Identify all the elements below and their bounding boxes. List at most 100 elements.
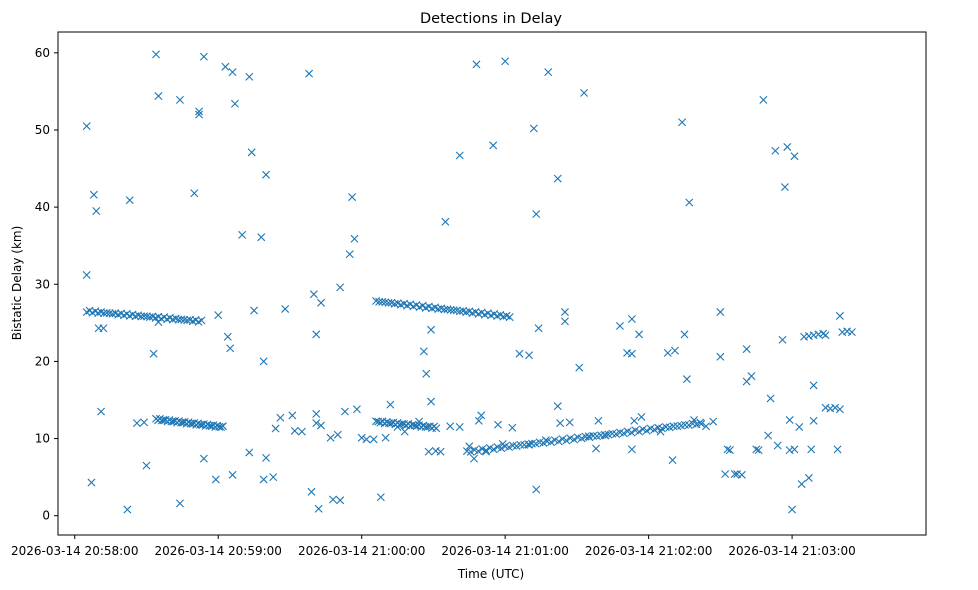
- detection-point: [472, 60, 481, 69]
- detection-point: [307, 487, 316, 496]
- y-tick-label: 0: [42, 509, 50, 523]
- detection-point: [835, 405, 844, 414]
- detection-point: [214, 311, 223, 320]
- x-tick-label: 2026-03-14 21:01:00: [441, 544, 568, 558]
- detection-point: [747, 372, 756, 381]
- detection-point: [544, 68, 553, 77]
- x-tick-label: 2026-03-14 21:00:00: [298, 544, 425, 558]
- detection-point: [199, 52, 208, 61]
- detection-point: [556, 419, 565, 428]
- detection-point: [427, 325, 436, 334]
- detection-point: [436, 447, 445, 456]
- x-tick-label: 2026-03-14 21:03:00: [728, 544, 855, 558]
- detection-point: [489, 141, 498, 150]
- detection-point: [690, 416, 699, 425]
- detection-point: [570, 435, 579, 444]
- detection-point: [737, 470, 746, 479]
- detection-point: [297, 427, 306, 436]
- detection-point: [245, 448, 254, 457]
- x-tick-label: 2026-03-14 20:59:00: [154, 544, 281, 558]
- detection-point: [697, 419, 706, 428]
- detection-point: [197, 316, 206, 325]
- detection-point: [419, 347, 428, 356]
- detection-point: [754, 446, 763, 455]
- detection-point: [725, 446, 734, 455]
- detection-point: [247, 148, 256, 157]
- detection-point: [532, 485, 541, 494]
- x-axis: 2026-03-14 20:58:00 2026-03-14 20:59:00 20…: [11, 535, 856, 558]
- detection-point: [482, 446, 491, 455]
- detection-point: [529, 124, 538, 133]
- detection-point: [498, 439, 507, 448]
- detection-point: [105, 309, 114, 318]
- y-tick-label: 30: [35, 277, 50, 291]
- detection-point: [317, 298, 326, 307]
- detection-point: [340, 407, 349, 416]
- detection-point: [682, 375, 691, 384]
- detection-point: [594, 416, 603, 425]
- detection-point: [309, 290, 318, 299]
- detection-point: [819, 329, 828, 338]
- detection-point: [577, 434, 586, 443]
- detection-point: [477, 411, 486, 420]
- detection-point: [516, 440, 525, 449]
- detection-point: [211, 475, 220, 484]
- detection-point: [795, 423, 804, 431]
- detection-point: [362, 435, 371, 444]
- detection-point: [259, 357, 268, 366]
- detection-point: [312, 419, 321, 428]
- detection-point: [730, 470, 739, 479]
- detection-point: [821, 331, 830, 340]
- detection-point: [766, 394, 775, 403]
- detection-point: [262, 453, 271, 462]
- plot-frame: [57, 31, 927, 536]
- detection-point: [790, 152, 799, 161]
- detection-point: [575, 363, 584, 372]
- detection-point: [97, 407, 106, 416]
- detection-point: [584, 432, 593, 441]
- detection-point: [226, 344, 235, 353]
- detection-point: [685, 198, 694, 207]
- detection-point: [312, 409, 321, 418]
- detection-point: [773, 441, 782, 450]
- detection-point: [221, 62, 230, 71]
- detection-point: [759, 95, 768, 104]
- detection-point: [474, 416, 483, 425]
- detection-point: [601, 431, 610, 440]
- detection-point: [415, 417, 424, 426]
- detection-point: [797, 480, 806, 489]
- detection-point: [271, 424, 280, 433]
- detection-point: [350, 234, 359, 243]
- detection-point: [783, 142, 792, 151]
- detection-point: [455, 151, 464, 160]
- detection-point: [345, 250, 354, 259]
- detection-point: [630, 416, 639, 425]
- detection-point: [847, 328, 856, 337]
- detection-point: [501, 57, 510, 66]
- detection-point: [771, 146, 780, 155]
- detection-point: [441, 217, 450, 226]
- detection-point: [619, 429, 628, 438]
- detection-point: [137, 312, 146, 321]
- detection-point: [716, 352, 725, 361]
- detection-point: [257, 233, 266, 242]
- detection-point: [809, 381, 818, 390]
- detection-point: [482, 447, 491, 456]
- detection-point: [764, 431, 773, 440]
- detection-point: [580, 88, 589, 97]
- detection-point: [328, 495, 337, 504]
- x-tick-label: 2026-03-14 20:58:00: [11, 544, 138, 558]
- detection-point: [788, 505, 797, 514]
- detection-point: [804, 473, 813, 482]
- x-tick-label: 2026-03-14 21:02:00: [585, 544, 712, 558]
- detection-point: [259, 475, 268, 484]
- detection-point: [228, 470, 237, 479]
- detection-point: [269, 473, 278, 482]
- detection-point: [525, 351, 534, 360]
- detection-point: [669, 422, 678, 431]
- detection-point: [668, 456, 677, 465]
- detection-point: [326, 433, 335, 442]
- detection-point: [154, 92, 163, 101]
- detection-point: [348, 193, 357, 202]
- detection-point: [440, 305, 449, 314]
